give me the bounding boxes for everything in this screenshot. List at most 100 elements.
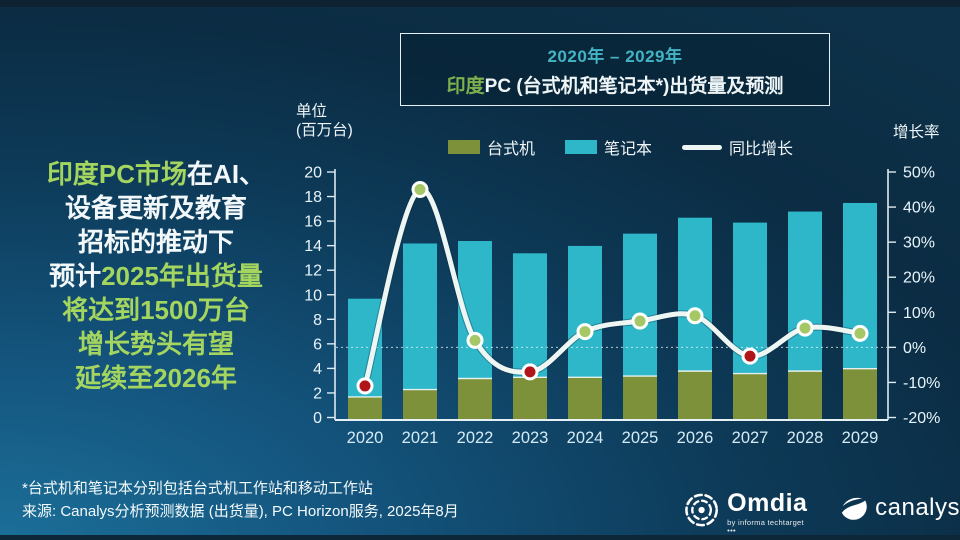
svg-text:12: 12 [304, 263, 322, 280]
message-line: 印度PC市场在AI、 [46, 159, 266, 189]
canalys-logo: canalys [839, 493, 960, 523]
svg-text:8: 8 [313, 312, 322, 329]
svg-text:-10%: -10% [903, 375, 940, 392]
svg-text:2027: 2027 [732, 429, 769, 447]
svg-text:2021: 2021 [402, 429, 439, 447]
svg-text:2: 2 [313, 385, 322, 402]
message-line: 设备更新及教育 [64, 193, 247, 223]
legend-label: 台式机 [487, 141, 536, 158]
growth-dot-2020 [356, 377, 374, 395]
message-line: 增长势头有望 [77, 329, 234, 359]
svg-text:2028: 2028 [787, 429, 824, 447]
omdia-subtext: by informa techtarget ••• [727, 518, 804, 535]
left-axis: 0 2 4 6 8 10 12 14 16 18 20 [304, 165, 336, 427]
omdia-wordmark: Omdia [727, 489, 808, 517]
omdia-logo: Omdia by informa techtarget ••• [683, 491, 813, 534]
growth-dot-2029 [851, 324, 869, 342]
message-line: 将达到1500万台 [62, 295, 250, 325]
bar-notebook-2025 [623, 233, 657, 377]
canalys-swoosh-icon [841, 497, 867, 520]
growth-line [362, 187, 863, 389]
svg-text:2029: 2029 [842, 429, 879, 447]
svg-text:2022: 2022 [457, 429, 494, 447]
growth-dot-2022 [466, 331, 484, 349]
legend-label: 同比增长 [729, 141, 794, 158]
svg-text:14: 14 [304, 238, 322, 255]
title-main-green: 印度 [446, 75, 485, 97]
growth-dots [356, 181, 869, 395]
right-axis-title: 增长率 [893, 124, 940, 141]
svg-text:50%: 50% [903, 165, 935, 182]
bar-notebook-2026 [678, 217, 712, 372]
growth-line-swatch-icon [682, 144, 723, 150]
bar-notebook-2028 [788, 211, 822, 372]
svg-text:2025: 2025 [622, 429, 659, 447]
svg-text:30%: 30% [903, 235, 935, 252]
svg-text:18: 18 [304, 189, 322, 206]
svg-text:2023: 2023 [512, 429, 549, 447]
right-axis: 50% 40% 30% 20% 10% 0% -10% -20% [887, 165, 940, 427]
growth-dot-2023 [521, 363, 539, 381]
desktop-swatch-icon [448, 140, 480, 154]
title-main-rest: PC (台式机和笔记本*)出货量及预测 [484, 75, 784, 97]
growth-dot-2026 [686, 307, 704, 325]
growth-dot-2025 [631, 312, 649, 330]
bar-desktop-2028 [788, 371, 822, 419]
top-border-strip [0, 0, 960, 7]
bars-layer [348, 202, 877, 419]
bar-desktop-2026 [678, 371, 712, 419]
left-axis-title: 单位 (百万台) [296, 103, 353, 139]
growth-dot-2021 [411, 181, 429, 199]
message-line: 延续至2026年 [75, 363, 237, 393]
svg-text:6: 6 [313, 336, 322, 353]
bar-desktop-2029 [843, 368, 877, 419]
bar-desktop-2021 [403, 389, 437, 419]
growth-dot-2028 [796, 319, 814, 337]
svg-text:20%: 20% [903, 270, 935, 287]
bar-desktop-2020 [348, 396, 382, 419]
svg-text:-20%: -20% [903, 410, 940, 427]
svg-text:20: 20 [304, 165, 322, 182]
bottom-border-strip [0, 535, 960, 540]
legend-item-growth: 同比增长 [682, 135, 793, 159]
bar-desktop-2022 [458, 378, 492, 419]
svg-text:10%: 10% [903, 305, 935, 322]
message-line: 招标的推动下 [77, 227, 234, 257]
svg-text:0: 0 [313, 410, 322, 427]
growth-dot-2024 [576, 323, 594, 341]
logo-row: Omdia by informa techtarget ••• canalys [683, 491, 960, 534]
bar-notebook-2029 [843, 202, 877, 369]
canalys-wordmark: canalys [875, 494, 960, 521]
notebook-swatch-icon [565, 140, 598, 154]
footnote: *台式机和笔记本分别包括台式机工作站和移动工作站 [22, 480, 373, 497]
bar-desktop-2027 [733, 373, 767, 419]
bar-notebook-2023 [513, 253, 547, 378]
growth-dot-2027 [741, 347, 759, 365]
key-message-panel: 印度PC市场在AI、 设备更新及教育 招标的推动下 预计2025年出货量 将达到… [8, 157, 304, 395]
legend-label: 笔记本 [604, 141, 653, 158]
svg-text:2024: 2024 [567, 429, 604, 447]
bar-desktop-2024 [568, 377, 602, 419]
svg-text:2026: 2026 [677, 429, 714, 447]
message-line: 预计2025年出货量 [49, 261, 263, 291]
source-line: 来源: Canalys分析预测数据 (出货量), PC Horizon服务, 2… [22, 503, 459, 520]
title-year-range: 2020年 – 2029年 [547, 46, 683, 66]
bar-desktop-2023 [513, 377, 547, 419]
svg-text:40%: 40% [903, 200, 935, 217]
footer: *台式机和笔记本分别包括台式机工作站和移动工作站 来源: Canalys分析预测… [22, 477, 459, 523]
bar-desktop-2025 [623, 376, 657, 419]
svg-text:0%: 0% [903, 340, 926, 357]
legend-item-notebook: 笔记本 [565, 135, 652, 159]
svg-text:2020: 2020 [347, 429, 384, 447]
bar-notebook-2024 [568, 245, 602, 378]
svg-text:16: 16 [304, 214, 322, 231]
legend-item-desktop: 台式机 [448, 135, 535, 159]
omdia-rings-icon [685, 493, 719, 527]
title-main: 印度PC (台式机和笔记本*)出货量及预测 [447, 71, 784, 98]
svg-text:4: 4 [313, 361, 322, 378]
svg-text:10: 10 [304, 287, 322, 304]
x-axis-labels: 2020 2021 2022 2023 2024 2025 2026 2027 2028 2029 [347, 429, 879, 447]
bar-notebook-2021 [403, 243, 437, 390]
chart-title-box: 2020年 – 2029年 印度PC (台式机和笔记本*)出货量及预测 [400, 33, 830, 106]
